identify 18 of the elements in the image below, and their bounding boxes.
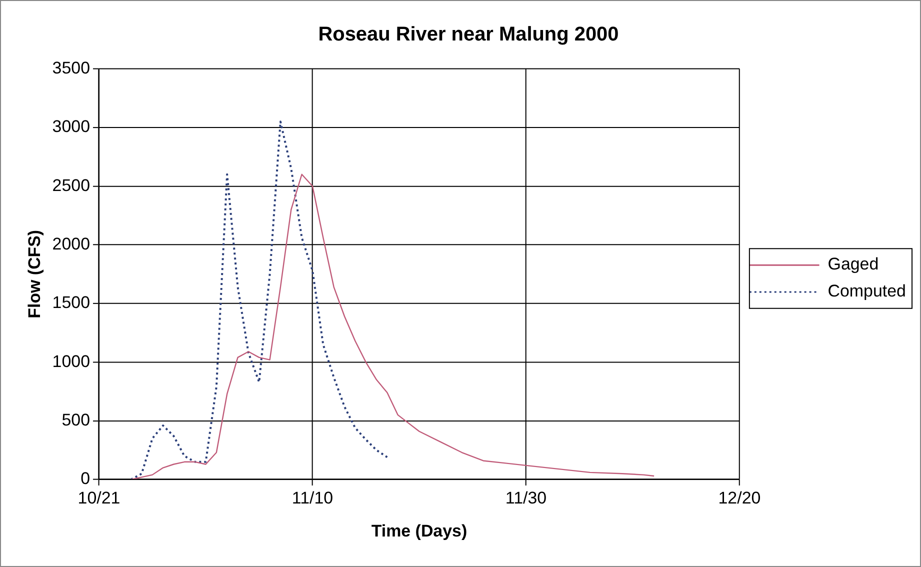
y-tick-label: 0 — [80, 469, 90, 488]
y-tick-label: 2000 — [52, 234, 90, 254]
y-tick-label: 1500 — [52, 293, 90, 312]
y-tick-label: 500 — [62, 410, 90, 430]
x-tick-label: 11/10 — [292, 488, 334, 508]
y-tick-label: 2500 — [52, 176, 90, 195]
x-tick-label: 11/30 — [505, 488, 547, 508]
x-axis-title: Time (Days) — [371, 522, 468, 541]
y-tick-label: 3500 — [52, 58, 90, 78]
line-series — [130, 120, 388, 480]
x-tick-label: 10/21 — [78, 488, 120, 508]
y-axis-title: Flow (CFS) — [24, 230, 44, 318]
legend-label: Gaged — [828, 254, 879, 274]
legend-label: Computed — [828, 282, 906, 301]
y-tick-label: 3000 — [52, 117, 90, 136]
y-tick-label: 1000 — [52, 352, 90, 371]
x-tick-label: 12/20 — [718, 488, 761, 508]
chart-title: Roseau River near Malung 2000 — [318, 23, 619, 46]
